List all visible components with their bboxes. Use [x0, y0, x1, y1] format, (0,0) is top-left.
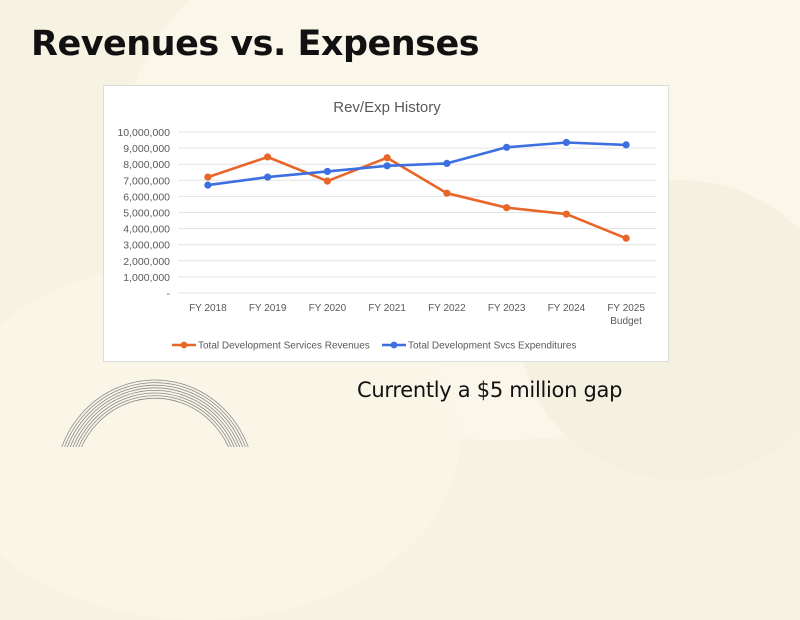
y-tick-label: 8,000,000	[123, 159, 170, 171]
y-tick-label: 7,000,000	[123, 175, 170, 187]
decorative-concentric-arcs	[61, 379, 249, 447]
chart-title: Rev/Exp History	[333, 99, 441, 116]
x-tick-label: FY 2018	[189, 303, 227, 314]
series-lines	[204, 138, 630, 242]
legend-item: Total Development Services Revenues	[172, 341, 370, 352]
arc-ring	[61, 379, 249, 447]
data-point	[562, 210, 570, 218]
x-tick-label: FY 2023	[488, 303, 526, 314]
x-tick-label: FY 2019	[249, 303, 287, 314]
y-tick-label: 1,000,000	[123, 272, 170, 284]
line-chart: Rev/Exp History - 1,000,000 2,000,000 3,000…	[117, 99, 656, 352]
y-tick-label: 4,000,000	[123, 224, 170, 236]
x-tick-label: FY 2021	[368, 303, 406, 314]
series-line	[206, 141, 628, 187]
chart-container: Rev/Exp History - 1,000,000 2,000,000 3,000…	[103, 85, 669, 362]
gap-caption: Currently a $5 million gap	[357, 378, 623, 402]
legend-marker-icon	[180, 341, 188, 349]
legend: Total Development Services Revenues Total…	[172, 341, 576, 352]
data-point	[503, 204, 511, 212]
data-point	[622, 234, 630, 242]
series-expenditures	[204, 138, 630, 189]
arc-ring	[64, 382, 246, 447]
data-point	[622, 141, 630, 149]
data-point	[562, 138, 570, 147]
data-point	[323, 167, 331, 176]
y-tick-label: 5,000,000	[123, 208, 170, 220]
arc-ring	[66, 384, 244, 447]
data-point	[264, 173, 272, 181]
data-point	[383, 162, 391, 170]
data-point	[443, 189, 451, 197]
data-point	[443, 159, 451, 167]
y-tick-label: 2,000,000	[123, 256, 170, 268]
y-tick-label: 10,000,000	[117, 127, 170, 139]
arc-ring	[72, 390, 238, 447]
legend-item: Total Development Svcs Expenditures	[382, 341, 576, 352]
data-point	[264, 153, 272, 161]
legend-marker-icon	[390, 341, 398, 349]
arc-ring	[78, 395, 232, 447]
data-point	[204, 181, 212, 189]
y-tick-label: 3,000,000	[123, 240, 170, 252]
data-point	[503, 143, 511, 151]
x-tick-label: FY 2022	[428, 303, 466, 314]
gridlines	[178, 131, 656, 294]
x-tick-label: Budget	[610, 316, 642, 327]
slide-title: Revenues vs. Expenses	[31, 24, 480, 64]
legend-label: Total Development Svcs Expenditures	[408, 341, 576, 352]
y-axis-tick-labels: - 1,000,000 2,000,000 3,000,000 4,000,000 5,0…	[117, 127, 170, 300]
data-point	[383, 154, 391, 162]
data-point	[204, 173, 212, 181]
legend-label: Total Development Services Revenues	[198, 341, 370, 352]
series-line	[206, 155, 628, 240]
x-tick-label: FY 2024	[548, 303, 586, 314]
arc-ring	[75, 392, 235, 447]
arc-ring	[69, 387, 241, 447]
y-tick-label: 6,000,000	[123, 191, 170, 203]
y-tick-label: 9,000,000	[123, 143, 170, 155]
x-tick-label: FY 2025	[607, 303, 645, 314]
x-tick-label: FY 2020	[309, 303, 347, 314]
x-axis-tick-labels: FY 2018 FY 2019 FY 2020 FY 2021 FY 2022 FY 20…	[189, 303, 645, 327]
series-revenues	[204, 153, 630, 242]
data-point	[323, 177, 331, 185]
arc-ring	[81, 397, 229, 447]
y-tick-label: -	[167, 288, 171, 300]
